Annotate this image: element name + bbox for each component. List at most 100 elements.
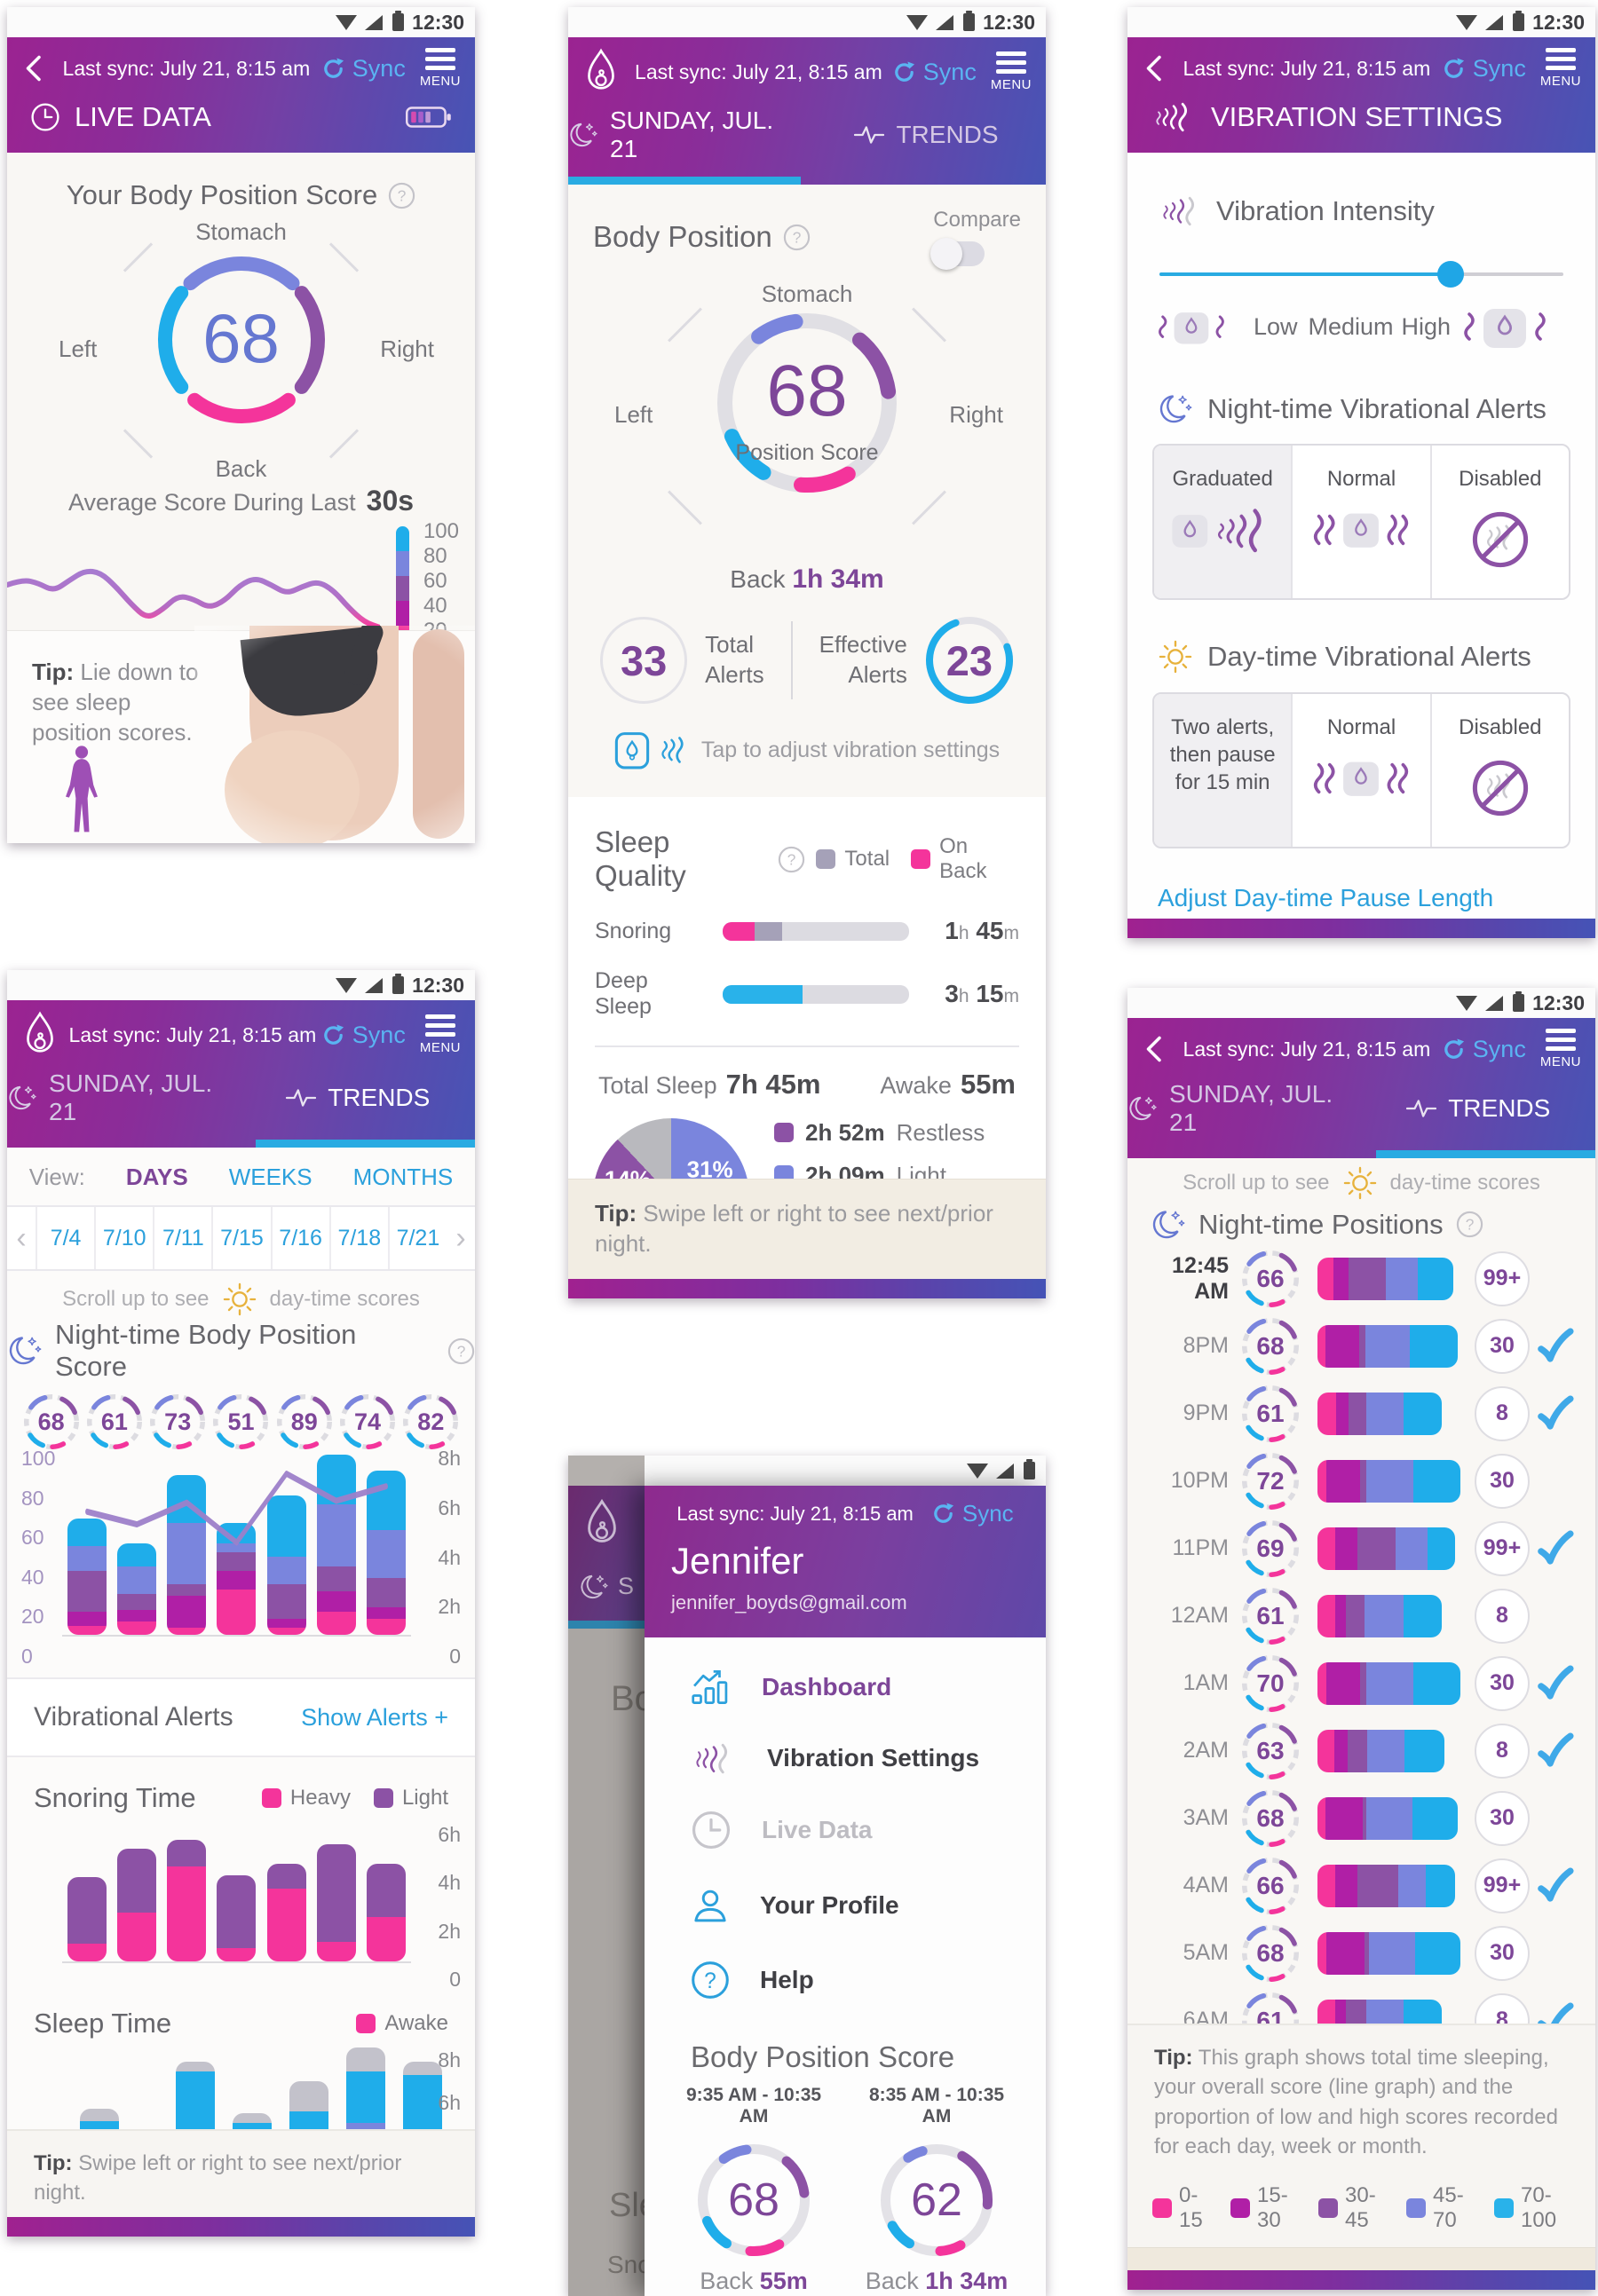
sync-button[interactable]: Sync [1442, 1036, 1526, 1063]
back-icon[interactable] [1142, 52, 1168, 84]
help-icon[interactable]: ? [783, 224, 811, 251]
date-cell[interactable]: 7/18 [328, 1207, 388, 1269]
menu-item-label: Help [760, 1966, 814, 1993]
menu-item-vibration-settings[interactable]: Vibration Settings [645, 1724, 1046, 1792]
date-cell[interactable]: 7/16 [270, 1207, 329, 1269]
position-row: 6AM 61 8 [1127, 1987, 1595, 2024]
dates-next-chevron[interactable]: › [455, 1220, 466, 1255]
daily-score-value: 51 [227, 1408, 255, 1435]
help-icon[interactable]: ? [447, 1337, 475, 1365]
signal-icon [365, 977, 384, 993]
legend-chip [1318, 2198, 1339, 2218]
sync-button[interactable]: Sync [1442, 55, 1526, 83]
menu-button[interactable]: MENU [420, 48, 461, 89]
menu-button[interactable]: MENU [1540, 1029, 1581, 1069]
position-score-value: 68 [1256, 1331, 1285, 1360]
view-months[interactable]: MONTHS [352, 1164, 454, 1190]
screen-vibration-settings: 12:30 Last sync: July 21, 8:15 am Sync M… [1127, 7, 1595, 938]
alert-count-badge: 8 [1475, 1992, 1530, 2024]
back-icon[interactable] [1142, 1033, 1168, 1065]
sync-button[interactable]: Sync [321, 1022, 406, 1049]
tab-trends[interactable]: TRENDS [241, 1062, 476, 1148]
alert-count-badge: 99+ [1475, 1520, 1530, 1576]
intensity-slider[interactable] [1159, 250, 1563, 300]
alert-option-normal[interactable]: Normal [1291, 693, 1429, 847]
menu-button[interactable]: MENU [991, 51, 1032, 92]
tab-day[interactable]: SUNDAY, JUL. 21 [568, 99, 807, 185]
sync-button[interactable]: Sync [892, 59, 977, 86]
app-logo-icon [582, 1498, 621, 1550]
help-icon[interactable]: ? [1456, 1211, 1483, 1238]
wifi-icon [967, 1463, 988, 1479]
date-cell[interactable]: 7/21 [387, 1207, 447, 1269]
legend-label: Light [401, 1786, 448, 1810]
profile-icon [691, 1886, 730, 1925]
alert-option-two-alerts-then-pause-for-15-min[interactable]: Two alerts, then pause for 15 min [1154, 693, 1292, 847]
tab-trends[interactable]: TRENDS [807, 99, 1046, 185]
sleep-bar-group [385, 2061, 442, 2129]
legend-label: 15-30 [1257, 2183, 1288, 2232]
position-stacked-bar [1317, 1661, 1461, 1705]
compare-toggle[interactable] [930, 238, 985, 270]
sleep-bar-group [272, 2081, 328, 2129]
show-alerts-link[interactable]: Show Alerts + [301, 1703, 448, 1731]
adjust-pause-link[interactable]: Adjust Day-time Pause Length [1158, 883, 1494, 911]
snoring-bar [266, 1864, 306, 1961]
daily-score-circle: 82 [402, 1393, 459, 1450]
sync-icon [931, 1502, 955, 1526]
date-cell[interactable]: 7/4 [36, 1207, 94, 1269]
alert-option-disabled[interactable]: Disabled [1429, 693, 1569, 847]
sync-button[interactable]: Sync [931, 1500, 1014, 1527]
bps-card-score: 62 [911, 2174, 962, 2226]
menu-item-help[interactable]: ? Help [645, 1943, 1046, 2017]
dates-prev-chevron[interactable]: ‹ [16, 1220, 27, 1255]
tip-section: Tip: Lie down to see sleep position scor… [7, 626, 475, 843]
menu-button[interactable]: MENU [1540, 48, 1581, 89]
hamburger-icon [995, 51, 1026, 74]
bps-card-range: 9:35 AM - 10:35 AM [685, 2085, 822, 2126]
sleep-bar [403, 2061, 442, 2129]
scale-label: 40 [423, 594, 447, 618]
tab-trends[interactable]: TRENDS [1362, 1073, 1596, 1158]
sun-icon [222, 1282, 257, 1317]
tip-label: Tip: [32, 659, 75, 685]
position-bar-wrap [1305, 1392, 1475, 1435]
last-sync-label: Last sync: July 21, 8:15 am [1183, 56, 1431, 80]
daily-score-value: 89 [290, 1408, 318, 1435]
vibration-hint[interactable]: Tap to adjust vibration settings [568, 730, 1046, 770]
legend-item: Light [373, 1786, 448, 1811]
alert-option-disabled[interactable]: Disabled [1429, 445, 1569, 598]
menu-item-live-data[interactable]: Live Data [645, 1792, 1046, 1868]
sleep-stages-pie-chart: 31%43%14% [593, 1118, 749, 1180]
dashboard-icon [691, 1668, 732, 1707]
daily-score-circle: 73 [149, 1393, 206, 1450]
help-icon[interactable]: ? [388, 182, 415, 209]
sync-button[interactable]: Sync [321, 55, 406, 83]
menu-item-your-profile[interactable]: Your Profile [645, 1868, 1046, 1943]
date-cell[interactable]: 7/15 [211, 1207, 270, 1269]
tab-day[interactable]: SUNDAY, JUL. 21 [1127, 1073, 1362, 1158]
legend-chip [356, 2014, 376, 2033]
menu-item-dashboard[interactable]: Dashboard [645, 1650, 1046, 1724]
date-cell[interactable]: 7/10 [94, 1207, 153, 1269]
alert-option-graduated[interactable]: Graduated [1154, 445, 1292, 598]
view-days[interactable]: DAYS [125, 1164, 188, 1190]
view-weeks[interactable]: WEEKS [228, 1164, 312, 1190]
date-cell[interactable]: 7/11 [153, 1207, 211, 1269]
position-score-ring: 61 [1241, 1992, 1300, 2024]
last-sync-label: Last sync: July 21, 8:15 am [1183, 1037, 1431, 1061]
footer-bar [7, 2217, 475, 2237]
sleep-bar [80, 2109, 119, 2129]
help-icon[interactable]: ? [778, 846, 805, 873]
effective-alerts-label: Effective Alerts [819, 631, 907, 688]
menu-button[interactable]: MENU [420, 1014, 461, 1055]
dimmed-tab-fragment: S [618, 1573, 635, 1599]
alert-option-normal[interactable]: Normal [1291, 445, 1429, 598]
slider-knob[interactable] [1436, 261, 1464, 288]
tab-day[interactable]: SUNDAY, JUL. 21 [7, 1062, 241, 1148]
back-icon[interactable] [21, 52, 48, 84]
legend-item: 70-100 [1494, 2183, 1570, 2233]
